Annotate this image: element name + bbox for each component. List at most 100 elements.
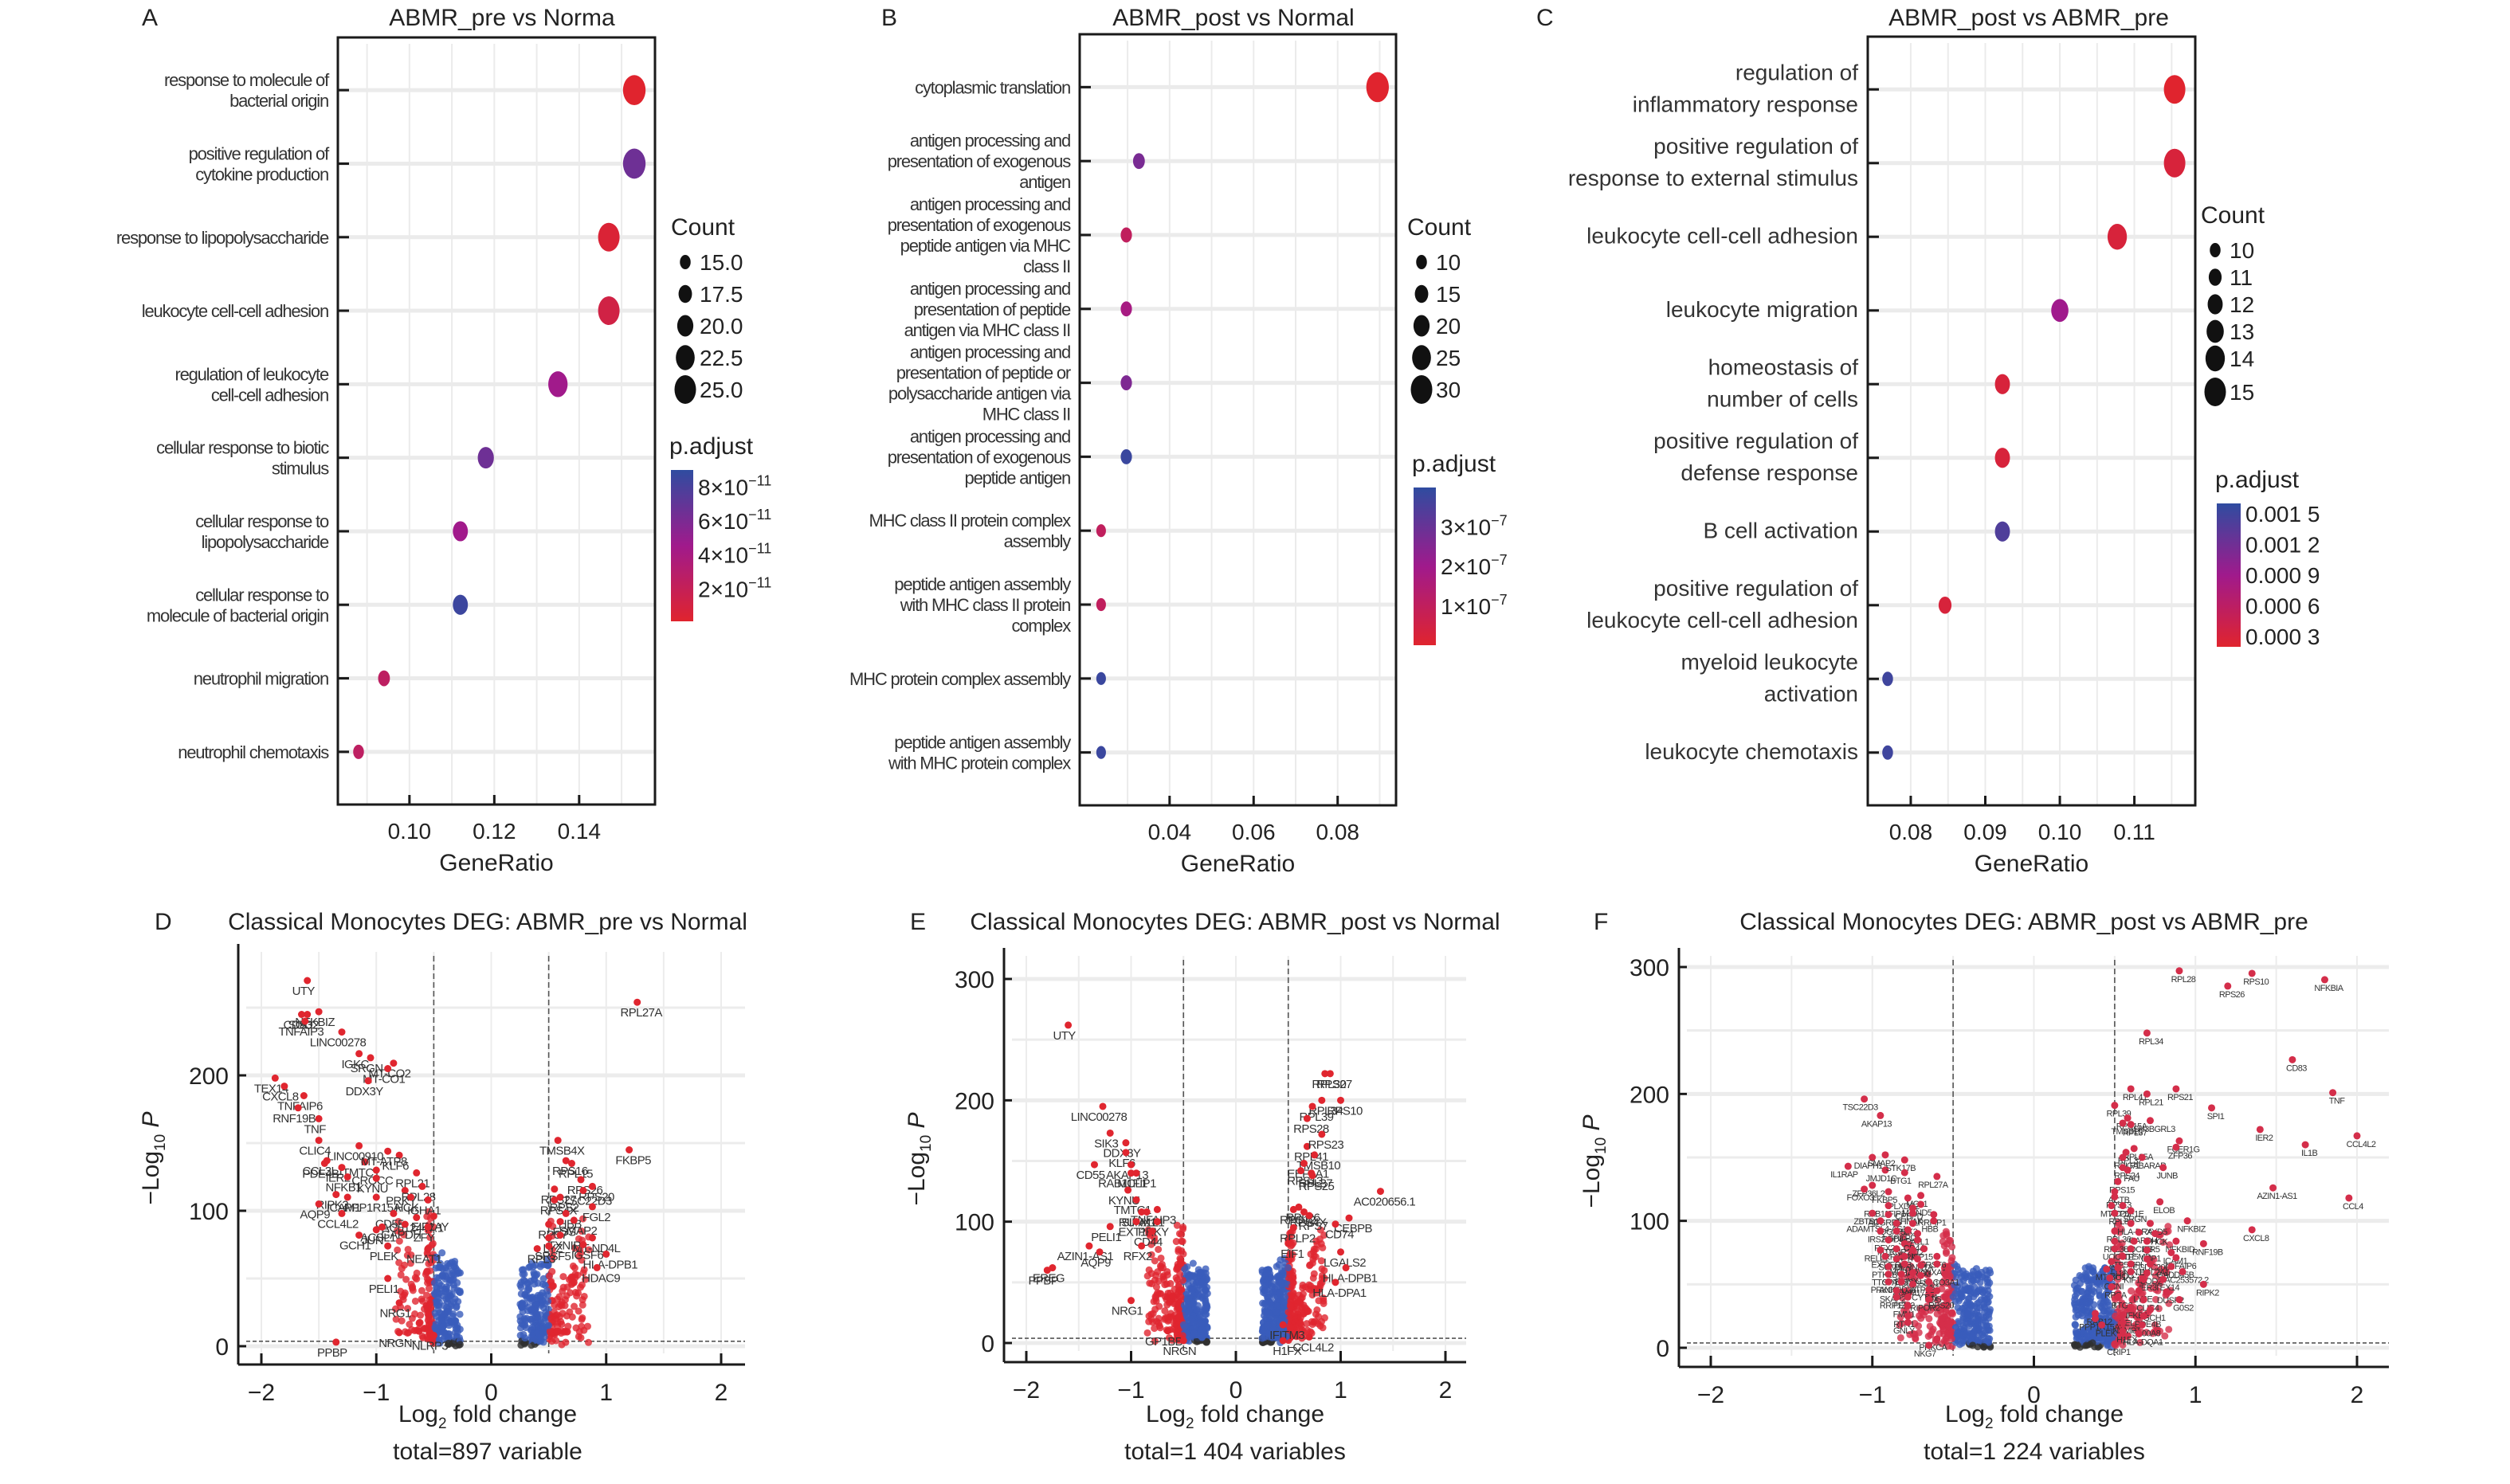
- category-label: regulation of leukocyte cell-cell adhesio…: [175, 364, 329, 405]
- data-point: [571, 1302, 578, 1310]
- data-point: [1980, 1286, 1988, 1294]
- data-point: [547, 1314, 555, 1322]
- data-point: [415, 1325, 423, 1333]
- category-label-line: response to external stimulus: [1568, 166, 1858, 190]
- x-axis-label-text: fold change: [447, 1401, 577, 1427]
- data-point-labeled: [551, 1196, 559, 1204]
- data-point-labeled: [2175, 1137, 2183, 1145]
- gene-label: NFKBIZ: [2177, 1225, 2206, 1235]
- data-point: [559, 1283, 567, 1291]
- data-point: [1296, 1298, 1304, 1306]
- data-point-labeled: [2135, 1228, 2143, 1236]
- chart-title: ABMR_post vs Normal: [1112, 5, 1354, 31]
- data-point: [1963, 1310, 1971, 1318]
- x-axis-label: GeneRatio: [439, 850, 553, 876]
- data-point-labeled: [1326, 1070, 1334, 1078]
- data-point: [1981, 1304, 1989, 1312]
- category-label-line: presentation of peptide: [914, 300, 1071, 319]
- data-point-labeled: [413, 1214, 421, 1221]
- data-point-labeled: [1861, 1185, 1869, 1193]
- category-label-line: response to molecule of: [164, 70, 330, 90]
- y-tick-label: 300: [955, 967, 994, 993]
- data-point-labeled: [332, 1338, 340, 1346]
- data-point-labeled: [2108, 1202, 2116, 1210]
- y-axis-label-text: P: [1579, 1114, 1605, 1137]
- data-point: [1939, 1231, 1947, 1239]
- data-point: [392, 1315, 400, 1323]
- data-point: [425, 1310, 433, 1318]
- data-point: [572, 1324, 580, 1332]
- gene-label: LRRFIP1: [1913, 1219, 1947, 1228]
- data-point: [1924, 1270, 1932, 1278]
- gene-label: RPS20: [1928, 1301, 1954, 1310]
- data-point-labeled: [300, 1092, 308, 1099]
- chart-title: Classical Monocytes DEG: ABMR_post vs AB…: [1739, 909, 2308, 935]
- data-point: [1151, 1257, 1159, 1265]
- data-point: [2136, 1338, 2144, 1346]
- category-label-line: cellular response to: [195, 511, 329, 531]
- y-axis-label: −Log10 P: [138, 1111, 169, 1204]
- data-point-labeled: [1925, 1278, 1933, 1286]
- data-point-labeled: [1908, 1204, 1916, 1212]
- data-point-labeled: [1279, 1321, 1287, 1329]
- y-axis-label-text: −Log: [904, 1152, 930, 1206]
- gene-label: FAU: [2124, 1174, 2139, 1184]
- data-point-labeled: [2256, 1126, 2264, 1134]
- data-point: [1983, 1271, 1991, 1278]
- gene-label: PELI1: [369, 1282, 399, 1296]
- data-point-labeled: [1122, 1139, 1130, 1147]
- gene-label: CCL4L2: [2347, 1140, 2376, 1149]
- data-point-labeled: [1844, 1162, 1852, 1170]
- data-point-labeled: [1904, 1302, 1912, 1310]
- gene-label: HLA-DPB1: [582, 1258, 637, 1271]
- data-point-labeled: [556, 1231, 564, 1239]
- gene-label: ZFP36: [2168, 1151, 2192, 1161]
- data-point: [1948, 1310, 1956, 1318]
- data-point: [1319, 1324, 1327, 1332]
- data-point-labeled: [1342, 1264, 1350, 1272]
- data-point: [1980, 1343, 1988, 1351]
- data-point-labeled: [2143, 1255, 2151, 1263]
- category-label-line: presentation of exogenous: [888, 447, 1072, 467]
- gene-label: RPS2: [550, 1201, 579, 1215]
- data-point: [1963, 1273, 1971, 1281]
- data-point: [1958, 1293, 1966, 1301]
- data-point-labeled: [2127, 1245, 2135, 1253]
- data-point: [539, 1338, 547, 1346]
- x-tick-label: −2: [248, 1380, 275, 1406]
- data-point-labeled: [1376, 1188, 1384, 1196]
- data-point-labeled: [1917, 1261, 1925, 1269]
- data-point-labeled: [2179, 1267, 2186, 1275]
- data-point: [1284, 1264, 1292, 1272]
- data-point: [1190, 1299, 1198, 1307]
- data-point: [453, 521, 469, 542]
- data-point: [1273, 1308, 1280, 1316]
- data-point-labeled: [626, 1146, 633, 1153]
- gene-label: CCL4L2: [1292, 1341, 1334, 1354]
- y-axis-label-sub: 10: [152, 1134, 169, 1151]
- data-point: [1289, 1292, 1297, 1300]
- data-point-labeled: [1884, 1202, 1892, 1210]
- gene-label: RPS27: [1316, 1078, 1352, 1091]
- gene-label: RPS10: [2243, 977, 2269, 987]
- legend-size-key: [680, 255, 691, 269]
- data-point: [1313, 1306, 1321, 1314]
- data-point: [1146, 1279, 1154, 1287]
- category-label: neutrophil chemotaxis: [178, 742, 329, 762]
- gene-label: GAPDH: [381, 1228, 421, 1242]
- data-point: [1096, 672, 1106, 685]
- data-point-labeled: [633, 998, 641, 1006]
- gene-label: AKAP13: [1861, 1119, 1892, 1129]
- data-point-labeled: [418, 1182, 426, 1190]
- data-point: [1269, 1325, 1277, 1333]
- category-label-line: myeloid leukocyte: [1681, 649, 1858, 674]
- data-point: [2096, 1292, 2104, 1300]
- data-point-labeled: [2122, 1149, 2130, 1157]
- data-point: [575, 1307, 582, 1315]
- x-axis-label-sub: 2: [1985, 1415, 1994, 1432]
- data-point-labeled: [1933, 1252, 1941, 1260]
- data-point-labeled: [1128, 1169, 1135, 1177]
- data-point-labeled: [1337, 1096, 1344, 1104]
- gene-label: SMAP2: [1868, 1159, 1896, 1169]
- legend-size-key: [2206, 319, 2224, 343]
